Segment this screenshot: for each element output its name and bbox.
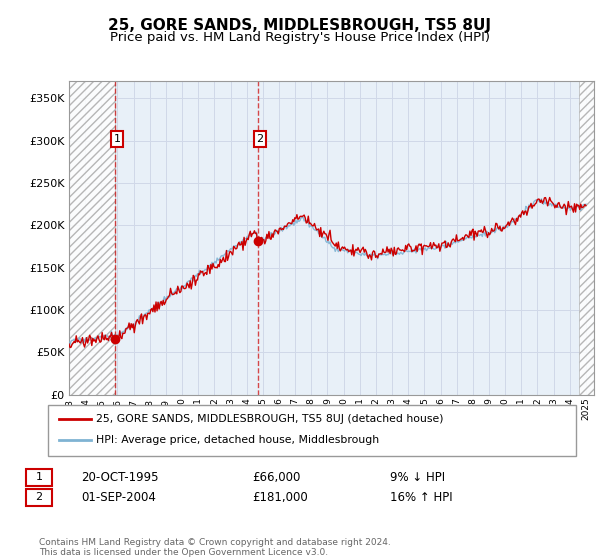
Text: 2: 2 (35, 492, 43, 502)
Text: 25, GORE SANDS, MIDDLESBROUGH, TS5 8UJ: 25, GORE SANDS, MIDDLESBROUGH, TS5 8UJ (109, 18, 491, 33)
Text: Contains HM Land Registry data © Crown copyright and database right 2024.
This d: Contains HM Land Registry data © Crown c… (39, 538, 391, 557)
Text: 2: 2 (256, 134, 263, 144)
Text: £181,000: £181,000 (252, 491, 308, 504)
Text: 1: 1 (113, 134, 121, 144)
Text: 25, GORE SANDS, MIDDLESBROUGH, TS5 8UJ (detached house): 25, GORE SANDS, MIDDLESBROUGH, TS5 8UJ (… (96, 414, 443, 424)
Text: Price paid vs. HM Land Registry's House Price Index (HPI): Price paid vs. HM Land Registry's House … (110, 31, 490, 44)
Text: £66,000: £66,000 (252, 470, 301, 484)
Text: HPI: Average price, detached house, Middlesbrough: HPI: Average price, detached house, Midd… (96, 435, 379, 445)
Text: 9% ↓ HPI: 9% ↓ HPI (390, 470, 445, 484)
Bar (69, 81, 115, 395)
Bar (579, 81, 594, 395)
Text: 1: 1 (35, 472, 43, 482)
Text: 16% ↑ HPI: 16% ↑ HPI (390, 491, 452, 504)
Text: 20-OCT-1995: 20-OCT-1995 (81, 470, 158, 484)
Text: 01-SEP-2004: 01-SEP-2004 (81, 491, 156, 504)
